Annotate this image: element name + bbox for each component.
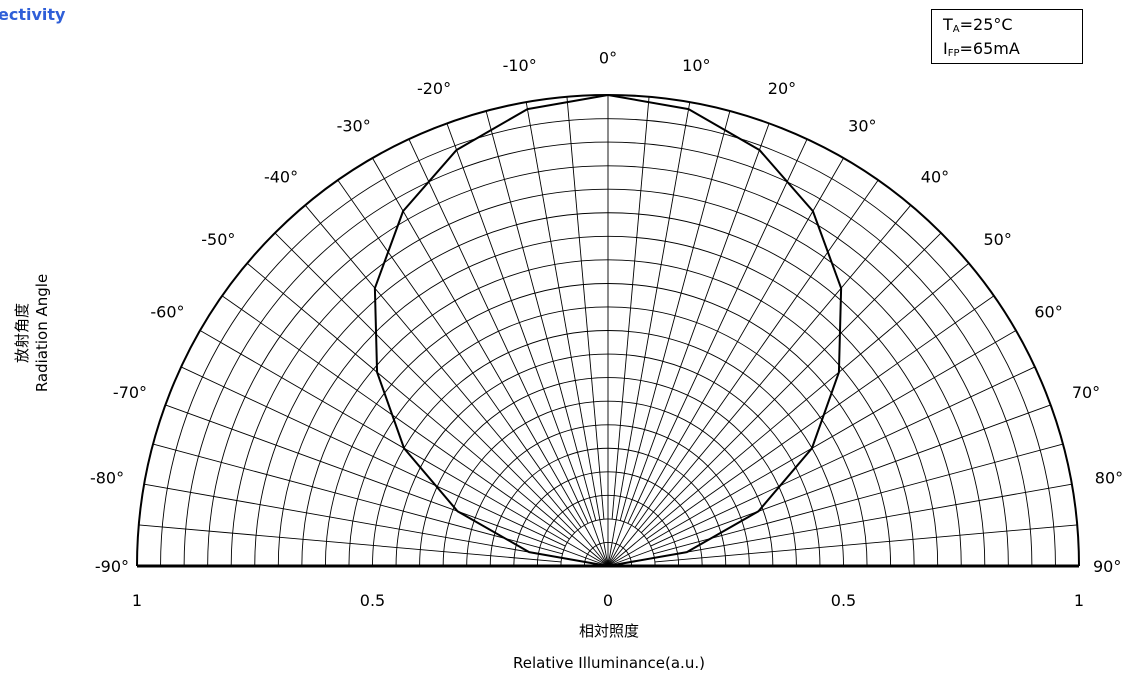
angle-tick-label: 70° <box>1072 383 1100 402</box>
condition-ifp: IFP=65mA <box>943 39 1082 63</box>
angle-gridline <box>304 204 609 567</box>
angle-gridline <box>525 102 609 567</box>
angle-tick-label: 20° <box>768 79 796 98</box>
angle-tick-label: -90° <box>95 557 129 576</box>
grid <box>136 94 1080 568</box>
angle-gridline <box>611 96 650 520</box>
conditions-box: TA=25°C IFP=65mA <box>931 9 1083 64</box>
angle-gridline <box>607 262 970 567</box>
angle-tick-label: 0° <box>599 48 617 67</box>
radial-tick-label: 0 <box>603 591 613 610</box>
angle-tick-label: 30° <box>848 116 876 135</box>
angle-tick-label: 10° <box>682 56 710 75</box>
curve-layer <box>373 94 843 567</box>
radial-tick-label: 1 <box>132 591 142 610</box>
angle-gridline <box>446 123 609 567</box>
condition-ta: TA=25°C <box>943 15 1082 39</box>
angle-gridline <box>646 295 995 540</box>
angle-gridline <box>566 96 605 520</box>
angle-tick-label: -50° <box>201 230 235 249</box>
chart-title: ectivity <box>0 5 66 24</box>
angle-tick-label: 90° <box>1093 557 1121 576</box>
angle-gridline <box>607 157 844 567</box>
angle-tick-label: -10° <box>503 56 537 75</box>
angle-tick-label: -80° <box>90 469 124 488</box>
angle-gridline <box>653 443 1064 555</box>
angle-gridline <box>607 123 770 567</box>
angle-gridline <box>408 138 589 524</box>
radiation-pattern-curve <box>373 94 843 567</box>
angle-gridline <box>152 443 563 555</box>
angle-tick-label: 50° <box>983 230 1011 249</box>
x-axis-label-jp: 相対照度 <box>578 622 640 640</box>
angle-gridline <box>640 232 942 534</box>
angle-gridline <box>337 179 582 528</box>
ifp-subscript: FP <box>947 48 960 59</box>
angle-gridline <box>221 295 570 540</box>
angle-gridline <box>138 524 562 563</box>
angle-gridline <box>180 366 566 547</box>
angle-gridline <box>619 110 731 521</box>
angle-tick-label: -60° <box>150 303 184 322</box>
angle-gridline <box>485 110 597 521</box>
angle-gridline <box>634 179 879 528</box>
angle-tick-label: -70° <box>113 383 147 402</box>
angle-tick-label: 40° <box>921 167 949 186</box>
angle-tick-label: -20° <box>417 79 451 98</box>
angle-tick-label: -40° <box>264 167 298 186</box>
angle-gridline <box>246 262 609 567</box>
ta-subscript: A <box>952 24 960 35</box>
ta-value: =25°C <box>959 15 1013 34</box>
angle-gridline <box>607 204 912 567</box>
x-axis-label-en: Relative Illuminance(a.u.) <box>513 654 705 672</box>
angle-gridline <box>274 232 576 534</box>
angle-tick-label: -30° <box>337 116 371 135</box>
angle-gridline <box>654 524 1078 563</box>
angle-gridline <box>650 366 1036 547</box>
tick-labels: -90°-80°-70°-60°-50°-40°-30°-20°-10° 0° 10… <box>90 48 1123 610</box>
ta-symbol: T <box>943 15 953 34</box>
angle-tick-label: 80° <box>1095 469 1123 488</box>
angle-tick-label: 60° <box>1034 303 1062 322</box>
angle-gridline <box>165 404 609 567</box>
radial-tick-label: 1 <box>1074 591 1084 610</box>
radial-tick-label: 0.5 <box>360 591 385 610</box>
ifp-symbol: I <box>943 39 948 58</box>
ifp-value: =65mA <box>959 39 1020 58</box>
radial-tick-label: 0.5 <box>831 591 856 610</box>
angle-gridline <box>372 157 609 567</box>
angle-gridline <box>627 138 808 524</box>
angle-gridline <box>607 102 691 567</box>
angle-gridline <box>607 404 1051 567</box>
